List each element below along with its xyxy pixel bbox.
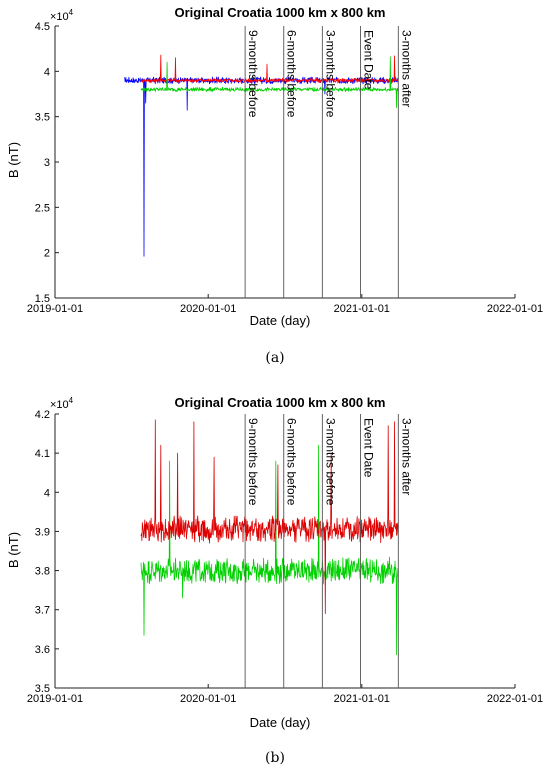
- x-tick-label: 2019-01-01: [27, 693, 83, 705]
- data-series-line: [140, 444, 399, 656]
- y-tick-label: 4: [44, 66, 50, 78]
- event-marker-label: 9-months before: [246, 30, 260, 118]
- x-tick-label: 2019-01-01: [27, 303, 83, 315]
- y-tick-label: 3.6: [35, 644, 50, 656]
- chart-a-y-exponent: ×104: [50, 8, 74, 23]
- chart-a-plot-area: 1.5 2 2.5 3 3.5 4 4.5 2019-01-01 2020-01-01 2021-…: [27, 21, 543, 315]
- chart-a: Original Croatia 1000 km x 800 km ×104 B…: [6, 5, 543, 328]
- data-series-line: [140, 56, 399, 108]
- x-tick-label: 2020-01-01: [180, 693, 236, 705]
- chart-b-plot-area: 3.5 3.6 3.7 3.8 3.9 4 4.1 4.2 2019-01-01 2020-01-…: [27, 409, 543, 705]
- chart-b-ylabel: B (nT): [6, 532, 21, 568]
- event-marker-label: 6-months before: [285, 30, 299, 118]
- chart-a-title: Original Croatia 1000 km x 800 km: [175, 5, 386, 20]
- event-marker-label: 3-months after: [399, 30, 413, 107]
- event-marker-label: 3-months after: [399, 418, 413, 495]
- event-marker-label: 6-months before: [285, 418, 299, 506]
- x-tick-label: 2021-01-01: [334, 693, 390, 705]
- y-tick-label: 3.5: [35, 683, 50, 695]
- y-tick-label: 4: [44, 487, 50, 499]
- data-series-line: [124, 76, 399, 257]
- y-tick-label: 3.8: [35, 566, 50, 578]
- y-tick-label: 1.5: [35, 293, 50, 305]
- event-marker-label: 3-months before: [323, 418, 337, 506]
- y-tick-label: 4.2: [35, 409, 50, 421]
- y-tick-label: 4.5: [35, 21, 50, 33]
- caption-a: (a): [265, 350, 285, 366]
- chart-a-xlabel: Date (day): [250, 313, 311, 328]
- chart-b: Original Croatia 1000 km x 800 km ×104 B…: [6, 395, 543, 730]
- chart-b-xlabel: Date (day): [250, 715, 311, 730]
- event-marker-label: 9-months before: [246, 418, 260, 506]
- data-series-line: [140, 419, 399, 614]
- x-tick-label: 2022-01-01: [487, 693, 543, 705]
- data-series-line: [140, 54, 399, 83]
- chart-b-title: Original Croatia 1000 km x 800 km: [175, 395, 386, 410]
- caption-b: (b): [265, 750, 285, 766]
- y-tick-label: 3.5: [35, 112, 50, 124]
- chart-a-ylabel: B (nT): [6, 142, 21, 178]
- y-tick-label: 3: [44, 157, 50, 169]
- chart-b-y-exponent: ×104: [50, 396, 74, 411]
- y-tick-label: 2: [44, 248, 50, 260]
- y-tick-label: 3.9: [35, 526, 50, 538]
- event-marker-label: 3-months before: [323, 30, 337, 118]
- y-tick-label: 3.7: [35, 605, 50, 617]
- event-marker-label: Event Date: [362, 418, 376, 478]
- event-marker-label: Event Date: [362, 30, 376, 90]
- y-tick-label: 4.1: [35, 448, 50, 460]
- y-tick-label: 2.5: [35, 202, 50, 214]
- x-tick-label: 2021-01-01: [334, 303, 390, 315]
- x-tick-label: 2020-01-01: [180, 303, 236, 315]
- x-tick-label: 2022-01-01: [487, 303, 543, 315]
